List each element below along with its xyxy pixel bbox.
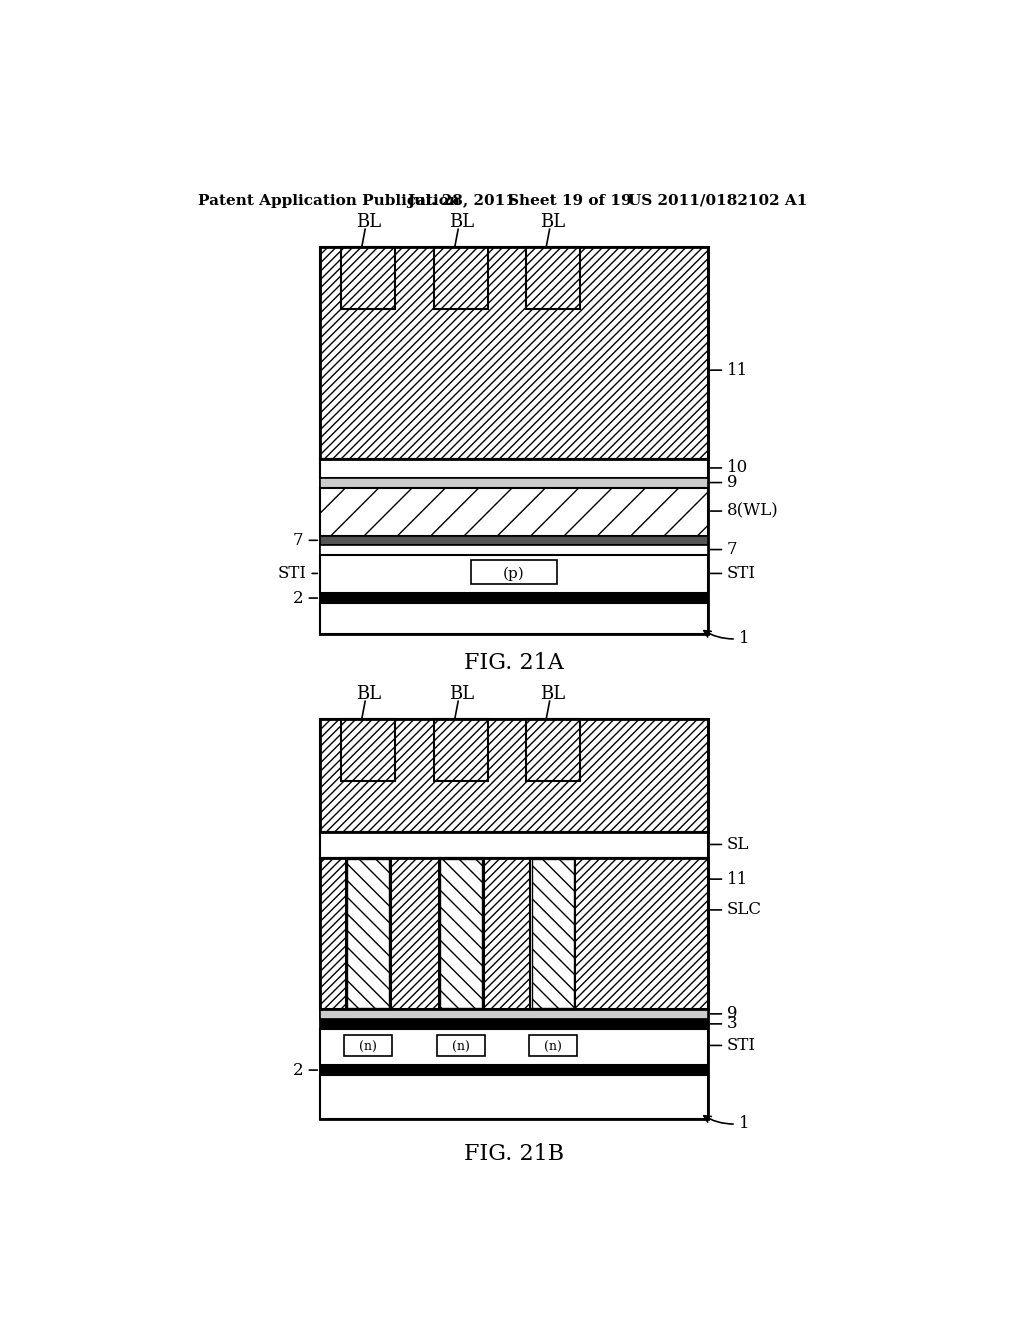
Text: US 2011/0182102 A1: US 2011/0182102 A1 xyxy=(628,194,807,207)
Text: Sheet 19 of 19: Sheet 19 of 19 xyxy=(508,194,632,207)
Bar xyxy=(321,1010,708,1019)
Bar xyxy=(321,719,708,1119)
Text: BL: BL xyxy=(540,213,565,231)
Text: BL: BL xyxy=(355,213,381,231)
Bar xyxy=(341,247,395,309)
Bar xyxy=(321,719,708,832)
Text: BL: BL xyxy=(449,685,474,702)
Bar xyxy=(437,1035,485,1056)
Bar xyxy=(321,478,708,488)
Bar xyxy=(530,858,575,1010)
Text: 2: 2 xyxy=(293,590,317,607)
Text: (n): (n) xyxy=(544,1040,561,1053)
Text: (p): (p) xyxy=(503,566,525,581)
Bar xyxy=(321,247,708,459)
Bar xyxy=(528,1035,577,1056)
Bar xyxy=(344,1035,392,1056)
Text: 7: 7 xyxy=(711,541,737,558)
Text: BL: BL xyxy=(540,685,565,702)
Text: (n): (n) xyxy=(453,1040,470,1053)
Text: STI: STI xyxy=(278,565,317,582)
Bar xyxy=(321,554,708,594)
Text: STI: STI xyxy=(711,565,756,582)
Bar xyxy=(435,248,486,309)
Text: (n): (n) xyxy=(359,1040,377,1053)
Bar xyxy=(525,719,580,780)
Bar xyxy=(343,721,394,780)
Text: 9: 9 xyxy=(711,1006,737,1023)
Bar xyxy=(440,859,482,1007)
Bar xyxy=(527,248,579,309)
Bar xyxy=(321,1065,708,1074)
Bar xyxy=(438,858,483,1010)
Bar xyxy=(321,1028,708,1065)
Text: 10: 10 xyxy=(711,459,749,477)
Text: BL: BL xyxy=(355,685,381,702)
Text: STI: STI xyxy=(711,1038,756,1053)
Bar xyxy=(531,859,573,1007)
Bar xyxy=(321,488,708,536)
Bar xyxy=(527,721,579,780)
Bar xyxy=(321,1074,708,1119)
Bar xyxy=(525,247,580,309)
Text: 11: 11 xyxy=(711,871,749,887)
Text: 11: 11 xyxy=(711,362,749,379)
Text: FIG. 21A: FIG. 21A xyxy=(464,652,564,673)
Bar xyxy=(341,719,395,780)
Text: Jul. 28, 2011: Jul. 28, 2011 xyxy=(407,194,516,207)
Bar xyxy=(321,858,708,1010)
Bar xyxy=(346,858,391,1010)
Bar xyxy=(321,1019,708,1028)
Text: BL: BL xyxy=(449,213,474,231)
Bar xyxy=(434,247,488,309)
Text: SLC: SLC xyxy=(711,902,762,919)
Bar xyxy=(321,536,708,545)
Bar xyxy=(321,594,708,603)
Bar xyxy=(434,719,488,780)
Bar xyxy=(435,721,486,780)
Bar xyxy=(321,459,708,478)
Bar xyxy=(347,859,389,1007)
Text: 9: 9 xyxy=(711,474,737,491)
Text: 8(WL): 8(WL) xyxy=(711,503,779,520)
Text: Patent Application Publication: Patent Application Publication xyxy=(198,194,460,207)
Bar xyxy=(321,247,708,635)
Text: 3: 3 xyxy=(711,1015,737,1032)
Bar xyxy=(321,603,708,635)
Bar xyxy=(321,832,708,858)
Text: 1: 1 xyxy=(703,630,750,647)
Text: 7: 7 xyxy=(293,532,317,549)
Text: SL: SL xyxy=(711,836,750,853)
Text: 2: 2 xyxy=(293,1061,317,1078)
Text: FIG. 21B: FIG. 21B xyxy=(464,1143,564,1166)
Bar xyxy=(321,545,708,554)
Text: 1: 1 xyxy=(703,1114,750,1131)
Bar xyxy=(471,560,557,585)
Bar xyxy=(343,248,394,309)
